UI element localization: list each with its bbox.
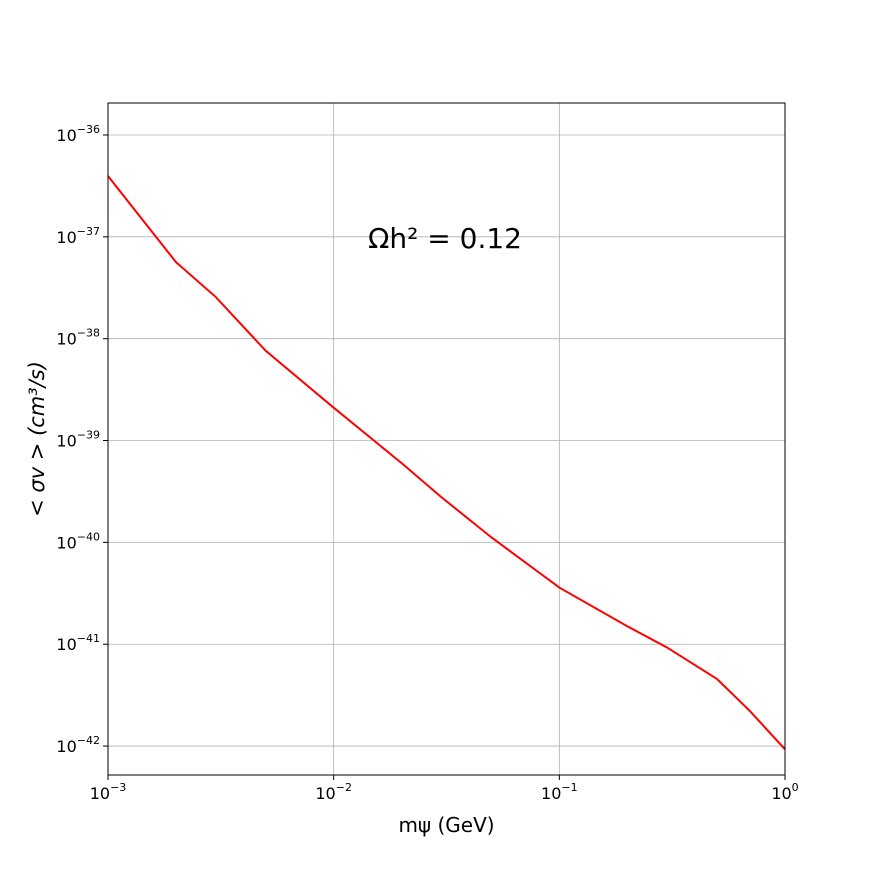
tick-exponent: 0 xyxy=(792,781,799,794)
tick-label: 10−1 xyxy=(541,781,578,803)
tick-label: 10−2 xyxy=(315,781,352,803)
tick-base: 10 xyxy=(56,330,76,349)
tick-exponent: −41 xyxy=(77,632,100,645)
tick-label: 10−3 xyxy=(90,781,127,803)
tick-exponent: −1 xyxy=(561,781,577,794)
data-line xyxy=(107,175,786,750)
tick-base: 10 xyxy=(90,784,110,803)
tick-base: 10 xyxy=(56,432,76,451)
tick-label: 10−42 xyxy=(56,734,100,756)
tick-label: 10−37 xyxy=(56,225,100,247)
tick-exponent: −42 xyxy=(77,734,100,747)
tick-exponent: −2 xyxy=(336,781,352,794)
tick-label: 10−36 xyxy=(56,123,100,145)
tick-base: 10 xyxy=(56,737,76,756)
tick-label: 10−38 xyxy=(56,327,100,349)
tick-exponent: −39 xyxy=(77,429,100,442)
plot-frame xyxy=(107,102,786,776)
tick-base: 10 xyxy=(315,784,335,803)
tick-exponent: −37 xyxy=(77,225,100,238)
tick-exponent: −36 xyxy=(77,123,100,136)
tick-base: 10 xyxy=(56,533,76,552)
tick-exponent: −40 xyxy=(77,530,100,543)
tick-label: 100 xyxy=(771,781,798,803)
tick-label: 10−40 xyxy=(56,530,100,552)
tick-base: 10 xyxy=(56,126,76,145)
y-axis-label: < σv > (cm³/s) xyxy=(25,361,49,517)
tick-exponent: −38 xyxy=(77,327,100,340)
tick-label: 10−41 xyxy=(56,632,100,654)
tick-base: 10 xyxy=(541,784,561,803)
tick-base: 10 xyxy=(56,228,76,247)
tick-base: 10 xyxy=(771,784,791,803)
x-axis-label: mψ (GeV) xyxy=(398,813,494,837)
tick-label: 10−39 xyxy=(56,429,100,451)
tick-base: 10 xyxy=(56,635,76,654)
annotation: Ωh² = 0.12 xyxy=(368,222,522,255)
tick-exponent: −3 xyxy=(110,781,126,794)
